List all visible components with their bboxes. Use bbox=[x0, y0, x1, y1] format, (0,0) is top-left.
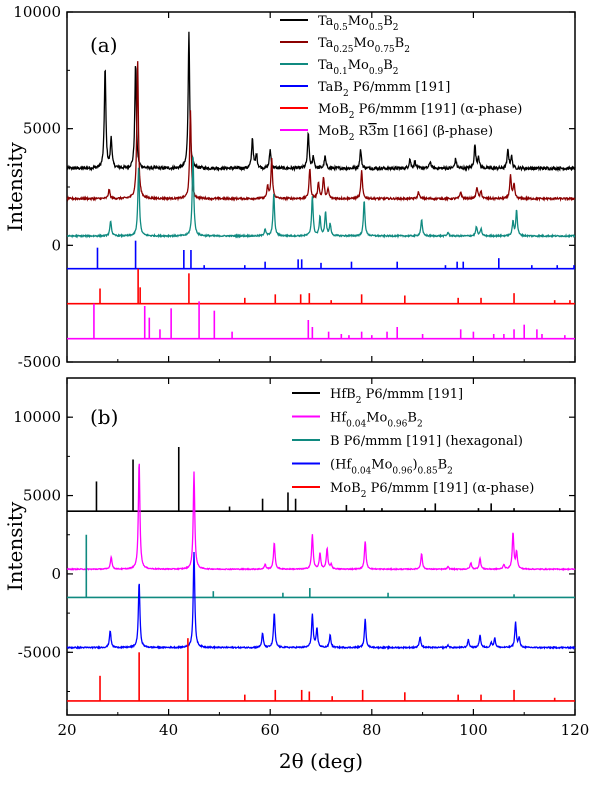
stick-pattern bbox=[67, 268, 575, 305]
y-tick-label: 10000 bbox=[13, 408, 61, 426]
x-tick-label: 20 bbox=[57, 721, 76, 739]
x-tick-label: 120 bbox=[561, 721, 590, 739]
x-tick-label: 40 bbox=[159, 721, 178, 739]
legend-entry: MoB2 P6/mmm [191] (α-phase) bbox=[318, 102, 522, 121]
y-tick-label: 0 bbox=[51, 236, 61, 254]
panel-b: -5000 0 5000 10000 Intensity (b) HfB2 P6/mmm [… bbox=[3, 377, 576, 716]
legend-entry: MoB2 P6/mmm [191] (α-phase) bbox=[330, 481, 534, 500]
panel-label: (a) bbox=[90, 33, 118, 57]
x-tick-label: 80 bbox=[362, 721, 381, 739]
stick-pattern bbox=[67, 240, 575, 270]
x-tick-label: 100 bbox=[459, 721, 488, 739]
diffraction-pattern bbox=[66, 61, 576, 203]
legend-entry: Ta0.5Mo0.5B2 bbox=[318, 14, 399, 33]
stick-pattern bbox=[67, 638, 575, 702]
stick-pattern bbox=[67, 534, 575, 599]
diffraction-pattern bbox=[66, 31, 576, 173]
legend-entry: TaB2 P6/mmm [191] bbox=[318, 80, 450, 99]
legend: HfB2 P6/mmm [191] Hf0.04Mo0.96B2 B P6/mmm … bbox=[292, 387, 534, 500]
legend-entry: Ta0.25Mo0.75B2 bbox=[318, 36, 410, 55]
diffraction-pattern bbox=[66, 463, 576, 572]
legend-entry: MoB2 R3m [166] (β-phase) bbox=[318, 124, 493, 143]
legend-entry: B P6/mmm [191] (hexagonal) bbox=[330, 434, 523, 449]
stick-pattern bbox=[67, 446, 575, 513]
panel-a: -50000500010000Intensity(a)Ta0.5Mo0.5B2T… bbox=[3, 3, 576, 371]
y-tick-label: 5000 bbox=[23, 487, 61, 505]
diffraction-pattern bbox=[66, 552, 576, 651]
y-tick-label: -5000 bbox=[18, 353, 61, 371]
stick-pattern bbox=[67, 301, 575, 340]
y-axis-title: Intensity bbox=[3, 142, 27, 232]
y-tick-label: 5000 bbox=[23, 120, 61, 138]
y-tick-label: 10000 bbox=[13, 3, 61, 21]
x-tick-label: 60 bbox=[261, 721, 280, 739]
legend: Ta0.5Mo0.5B2 Ta0.25Mo0.75B2 Ta0.1Mo0.9B2 Ta… bbox=[280, 14, 522, 143]
panel-label: (b) bbox=[90, 405, 118, 429]
legend-entry: (Hf0.04Mo0.96)0.85B2 bbox=[330, 458, 453, 477]
legend-entry: HfB2 P6/mmm [191] bbox=[330, 387, 463, 406]
diffraction-pattern bbox=[66, 156, 576, 239]
x-axis: 20 40 60 80 100 120 2θ (deg) bbox=[57, 721, 589, 773]
y-tick-label: 0 bbox=[51, 565, 61, 583]
x-axis-title: 2θ (deg) bbox=[279, 749, 363, 773]
y-tick-label: -5000 bbox=[18, 643, 61, 661]
plot-frame bbox=[66, 377, 576, 716]
legend-entry: Ta0.1Mo0.9B2 bbox=[318, 58, 399, 77]
y-axis-title: Intensity bbox=[3, 501, 27, 591]
legend-entry: Hf0.04Mo0.96B2 bbox=[330, 411, 423, 430]
